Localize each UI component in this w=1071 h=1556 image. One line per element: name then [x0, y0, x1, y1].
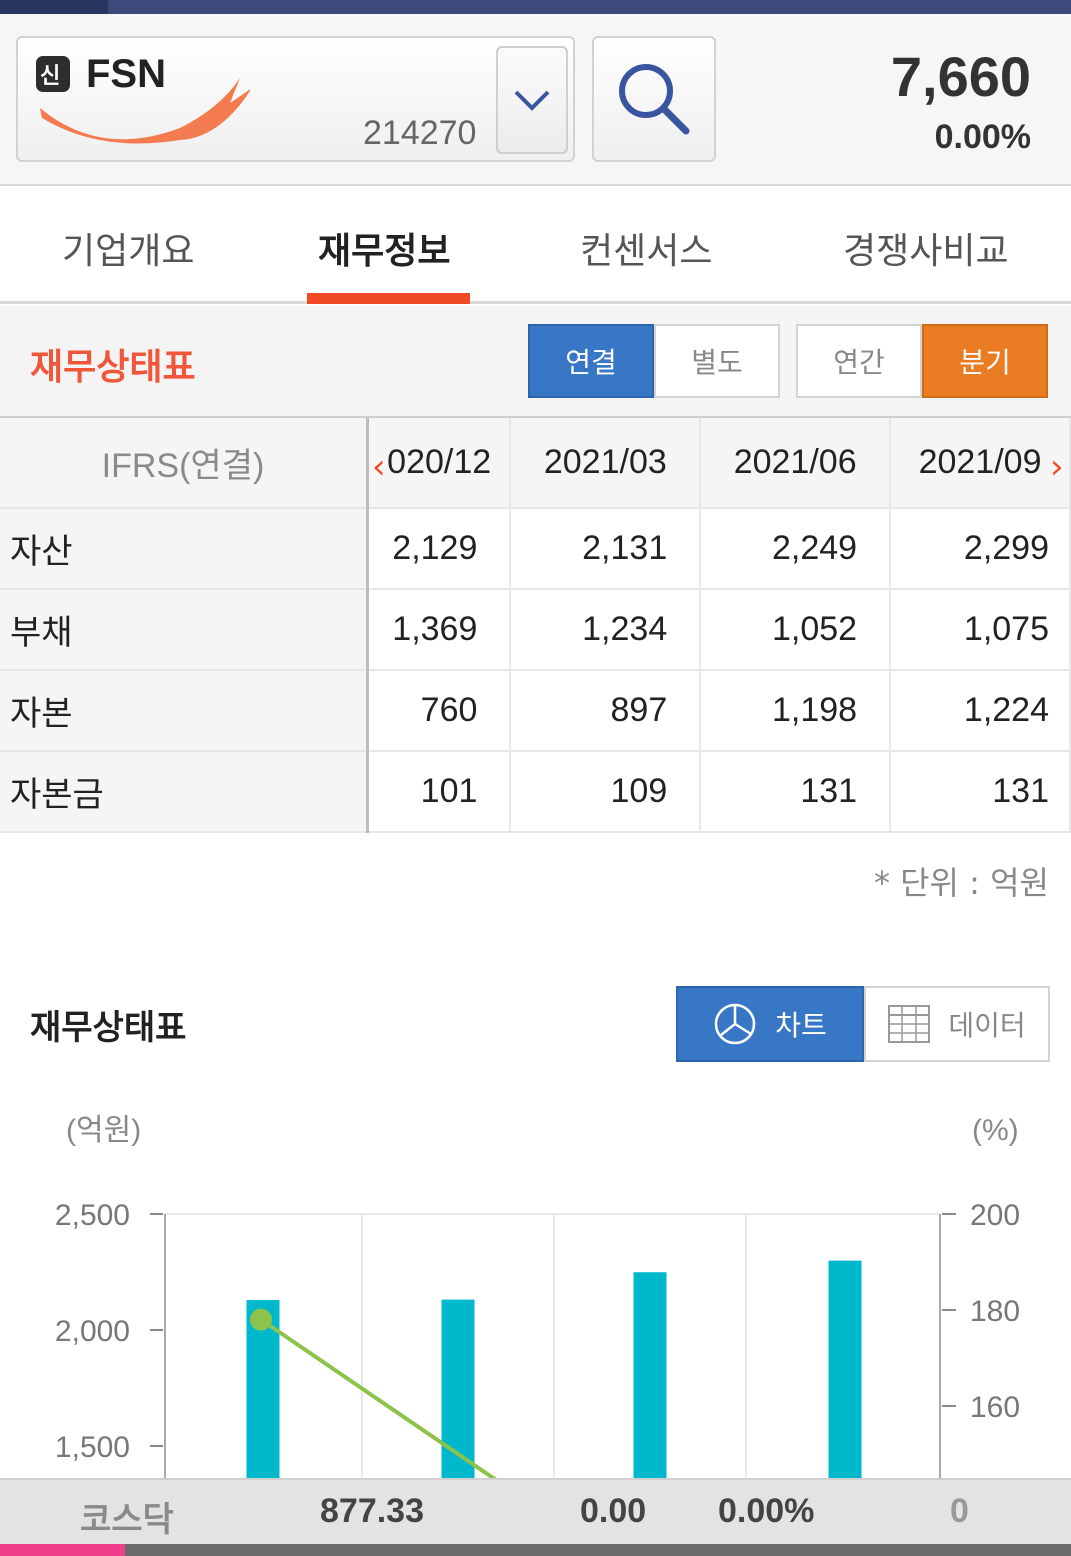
period-header: 2021/06: [700, 418, 892, 509]
active-tab-indicator: [307, 293, 470, 304]
bottom-strip: [0, 1544, 1071, 1556]
bottom-strip-accent: [0, 1544, 125, 1556]
table-row: 자본 760 897 1,198 1,224: [0, 670, 1071, 752]
status-bar: [0, 0, 1071, 14]
main-tabs: 기업개요 재무정보 컨센서스 경쟁사비교: [0, 188, 1071, 304]
period-header: 020/12: [367, 418, 512, 509]
index-extra: 0: [950, 1492, 969, 1530]
chart-area: 2,500 2,000 1,500 200 180 160 (억원) (%): [0, 1090, 1071, 1482]
row-label: 자산: [0, 508, 369, 590]
cell-value: 1,075: [890, 589, 1071, 671]
stock-selector[interactable]: 신 FSN 214270: [16, 36, 575, 162]
stock-name: FSN: [86, 52, 166, 96]
basis-toggle: 연결 별도: [528, 324, 780, 398]
row-label: 자본금: [0, 751, 369, 833]
basis-consolidated-button[interactable]: 연결: [528, 324, 654, 398]
period-toggle: 연간 분기: [796, 324, 1048, 398]
cell-value: 1,369: [367, 589, 512, 671]
cell-value: 2,249: [700, 508, 892, 590]
tab-company-overview[interactable]: 기업개요: [62, 231, 195, 272]
financial-table: IFRS(연결) 020/12 2021/03 2021/06 2021/09 …: [0, 418, 1071, 833]
view-toggle: 차트 데이터: [676, 986, 1050, 1062]
index-name: 코스닥: [80, 1501, 174, 1539]
chart-bar: [828, 1260, 862, 1480]
stock-dropdown-button[interactable]: [496, 46, 568, 154]
stock-code: 214270: [363, 114, 477, 152]
table-header-row: IFRS(연결) 020/12 2021/03 2021/06 2021/09: [0, 418, 1071, 509]
chart-view-label: 차트: [775, 1009, 827, 1042]
tab-financial-info[interactable]: 재무정보: [318, 231, 451, 272]
cell-value: 1,234: [510, 589, 702, 671]
table-grid-icon: [888, 1005, 931, 1043]
table-row: 자산 2,129 2,131 2,249 2,299: [0, 508, 1071, 590]
chevron-down-icon: [514, 90, 550, 111]
search-icon: [619, 64, 690, 135]
pie-chart-icon: [714, 1003, 756, 1045]
stock-header: 신 FSN 214270 7,660 0.00%: [0, 14, 1071, 186]
tab-competitor-compare[interactable]: 경쟁사비교: [843, 231, 1009, 272]
cell-value: 1,052: [700, 589, 892, 671]
period-header: 2021/09: [890, 418, 1071, 509]
chart-view-button[interactable]: 차트: [676, 986, 864, 1062]
right-tick-label: 200: [970, 1199, 1020, 1232]
chevron-right-icon[interactable]: ›: [1050, 447, 1064, 487]
search-button[interactable]: [592, 36, 716, 162]
status-bar-stub: [0, 0, 108, 14]
table-row: 자본금 101 109 131 131: [0, 751, 1071, 833]
data-view-label: 데이터: [948, 1009, 1026, 1042]
chart-bar: [441, 1299, 475, 1480]
cell-value: 2,299: [890, 508, 1071, 590]
right-tick-label: 160: [970, 1391, 1020, 1424]
current-price: 7,660: [890, 45, 1031, 108]
index-value: 877.33: [320, 1492, 424, 1530]
data-view-button[interactable]: 데이터: [864, 986, 1050, 1062]
basis-separate-button[interactable]: 별도: [654, 324, 780, 398]
tab-consensus[interactable]: 컨센서스: [580, 231, 713, 272]
index-change: 0.00: [580, 1492, 647, 1530]
left-tick-label: 2,500: [55, 1199, 130, 1232]
unit-note: * 단위 : 억원: [873, 864, 1049, 902]
row-label: 자본: [0, 670, 369, 752]
chart-bar: [633, 1272, 667, 1480]
period-header: 2021/03: [510, 418, 702, 509]
financial-section-header: 재무상태표 연결 별도 연간 분기: [0, 306, 1071, 418]
left-tick-label: 2,000: [55, 1315, 130, 1348]
cell-value: 101: [367, 751, 512, 833]
chart-section-title: 재무상태표: [30, 1008, 187, 1048]
stock-badge: 신: [40, 64, 61, 89]
price-change: 0.00%: [934, 118, 1031, 156]
market-index-bar[interactable]: 코스닥 877.33 0.00 0.00% 0: [0, 1478, 1071, 1544]
series-line: [259, 1317, 498, 1482]
row-label: 부채: [0, 589, 369, 671]
cell-value: 1,198: [700, 670, 892, 752]
period-quarter-button[interactable]: 분기: [922, 324, 1048, 398]
cell-value: 897: [510, 670, 702, 752]
series-point: [250, 1308, 272, 1331]
table-row: 부채 1,369 1,234 1,052 1,075: [0, 589, 1071, 671]
left-tick-label: 1,500: [55, 1431, 130, 1464]
left-axis-unit: (억원): [66, 1114, 141, 1147]
cell-value: 131: [890, 751, 1071, 833]
balance-sheet-chart: 2,500 2,000 1,500 200 180 160 (억원) (%): [55, 1114, 1020, 1482]
chevron-left-icon[interactable]: ‹: [372, 447, 386, 487]
period-annual-button[interactable]: 연간: [796, 324, 922, 398]
stock-logo-icon: [36, 56, 250, 144]
cell-value: 109: [510, 751, 702, 833]
table-header-label: IFRS(연결): [0, 418, 369, 509]
right-axis-unit: (%): [972, 1114, 1019, 1147]
index-change-pct: 0.00%: [718, 1492, 815, 1530]
cell-value: 760: [367, 670, 512, 752]
cell-value: 2,131: [510, 508, 702, 590]
cell-value: 131: [700, 751, 892, 833]
section-title: 재무상태표: [30, 347, 196, 388]
right-tick-label: 180: [970, 1295, 1020, 1328]
cell-value: 1,224: [890, 670, 1071, 752]
cell-value: 2,129: [367, 508, 512, 590]
